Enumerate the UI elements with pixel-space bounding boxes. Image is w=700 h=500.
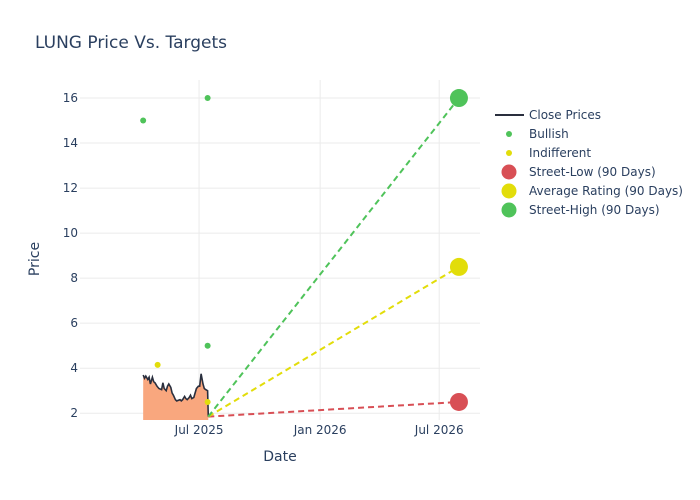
target-line [208, 400, 460, 418]
x-tick-label: Jul 2025 [174, 423, 224, 437]
y-tick-label: 16 [63, 91, 78, 105]
bullish-point [204, 95, 211, 102]
y-tick-label: 2 [70, 406, 78, 420]
target-marker [449, 392, 468, 411]
legend-label: Indifferent [529, 146, 591, 160]
legend-label: Street-Low (90 Days) [529, 165, 656, 179]
y-tick-label: 14 [63, 136, 78, 150]
y-axis-title: Price [27, 242, 43, 276]
x-tick-label: Jul 2026 [414, 423, 464, 437]
legend-label: Bullish [529, 127, 569, 141]
legend-label: Street-High (90 Days) [529, 203, 660, 217]
y-tick-label: 12 [63, 181, 78, 195]
bullish-point [140, 117, 147, 124]
x-tick-label: Jan 2026 [293, 423, 347, 437]
y-tick-label: 10 [63, 226, 78, 240]
bullish-point [204, 342, 211, 349]
y-tick-label: 6 [70, 316, 78, 330]
legend-marker-swatch [501, 164, 517, 180]
chart-title: LUNG Price Vs. Targets [35, 33, 227, 53]
target-line [207, 266, 460, 418]
legend-dot-swatch [506, 150, 512, 156]
legend-label: Average Rating (90 Days) [529, 184, 683, 198]
target-line [207, 97, 460, 418]
target-marker [449, 89, 468, 108]
close-price-line [142, 373, 210, 417]
indifferent-point [154, 361, 161, 368]
y-tick-label: 4 [70, 361, 78, 375]
y-tick-label: 8 [70, 271, 78, 285]
legend-marker-swatch [501, 183, 517, 199]
legend-label: Close Prices [529, 108, 601, 122]
legend-marker-swatch [501, 202, 517, 218]
legend-dot-swatch [506, 131, 512, 137]
x-axis-title: Date [263, 449, 296, 465]
indifferent-point [204, 398, 211, 405]
target-marker [449, 257, 468, 276]
close-price-area [143, 373, 209, 420]
